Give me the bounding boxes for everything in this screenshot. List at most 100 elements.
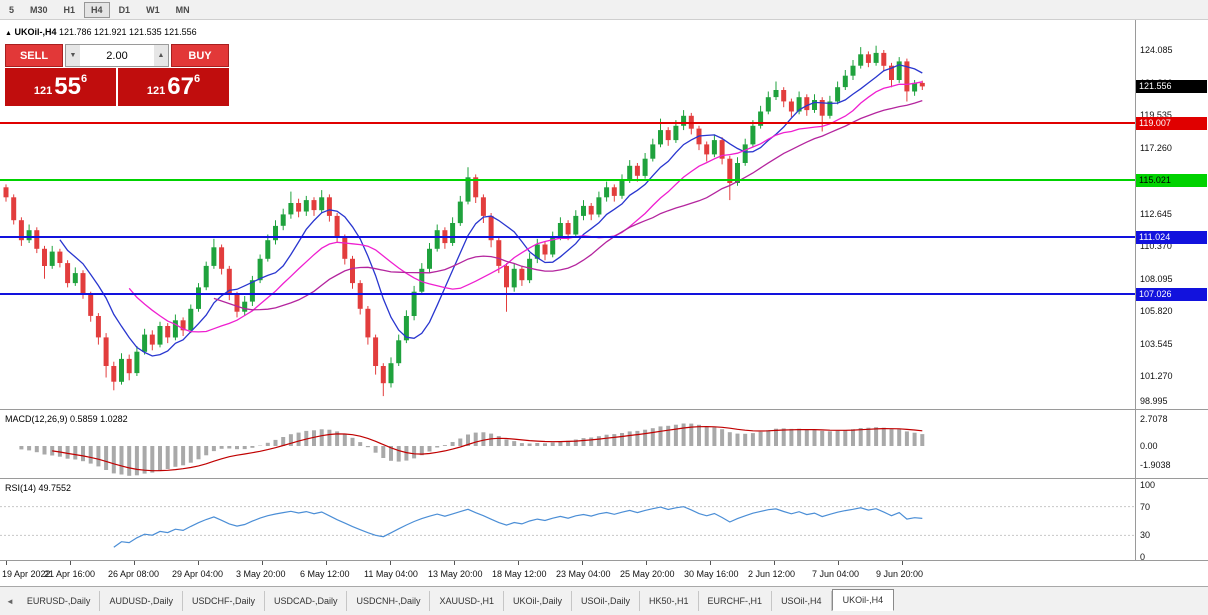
bid-prefix: 121 — [33, 85, 53, 97]
chart-tab-bar: ◄ EURUSD-,Daily AUDUSD-,Daily USDCHF-,Daily… — [0, 586, 1208, 615]
chart-ohlc-header: ▲ UKOil-,H4 121.786 121.921 121.535 121.… — [5, 27, 197, 37]
time-tick — [646, 561, 647, 565]
time-tick — [582, 561, 583, 565]
time-tick — [134, 561, 135, 565]
chart-tab-ukoil-h4[interactable]: UKOil-,H4 — [831, 589, 895, 611]
price-axis-label: 124.085 — [1140, 45, 1173, 56]
time-tick — [774, 561, 775, 565]
chart-tab-audusd-daily[interactable]: AUDUSD-,Daily — [100, 591, 183, 611]
chart-tab-eurusd-daily[interactable]: EURUSD-,Daily — [18, 591, 101, 611]
time-axis-label: 9 Jun 20:00 — [876, 569, 924, 579]
price-axis-label: 108.095 — [1140, 273, 1173, 284]
price-tag-115.021: 115.021 — [1136, 173, 1207, 187]
ask-big-digits: 67 — [167, 73, 194, 100]
ask-pipette: 6 — [193, 73, 201, 85]
chart-tab-xauusd-h1[interactable]: XAUUSD-,H1 — [430, 591, 504, 611]
rsi-chart — [0, 506, 1135, 548]
macd-label: MACD(12,26,9) 0.5859 1.0282 — [5, 414, 128, 424]
bid-price-display[interactable]: 121 55 6 — [5, 68, 116, 106]
price-tag-107.026: 107.026 — [1136, 288, 1207, 302]
hline-115.021[interactable] — [0, 178, 1135, 181]
time-tick — [454, 561, 455, 565]
macd-axis-label: -1.9038 — [1140, 460, 1171, 471]
candlestick-chart[interactable] — [0, 20, 1135, 409]
time-tick — [518, 561, 519, 565]
time-tick — [6, 561, 7, 565]
hline-107.026[interactable] — [0, 293, 1135, 296]
hline-111.024[interactable] — [0, 235, 1135, 238]
time-axis-label: 30 May 16:00 — [684, 569, 739, 579]
price-axis-label: 117.260 — [1140, 142, 1172, 153]
macd-indicator-panel[interactable]: MACD(12,26,9) 0.5859 1.0282 2.7078 0.00 -1… — [0, 409, 1208, 478]
price-axis-label: 98.995 — [1140, 396, 1168, 406]
time-tick — [838, 561, 839, 565]
time-axis[interactable]: 19 Apr 2022 21 Apr 16:00 26 Apr 08:00 29 Ap… — [0, 560, 1208, 586]
bid-pipette: 6 — [80, 73, 88, 85]
timeframe-button-5[interactable]: 5 — [2, 2, 21, 18]
time-axis-label: 13 May 20:00 — [428, 569, 483, 579]
time-tick — [710, 561, 711, 565]
volume-decrease-icon[interactable]: ▼ — [66, 45, 80, 66]
ask-price-display[interactable]: 121 67 6 — [118, 68, 229, 106]
time-axis-label: 18 May 12:00 — [492, 569, 547, 579]
price-axis-label: 110.370 — [1140, 241, 1172, 252]
time-axis-label: 2 Jun 12:00 — [748, 569, 796, 579]
rsi-axis-separator — [1135, 479, 1136, 560]
time-axis-label: 6 May 12:00 — [300, 569, 350, 579]
symbol-arrow-icon: ▲ — [5, 30, 12, 37]
tab-scroll-left-icon[interactable]: ◄ — [6, 596, 14, 606]
main-chart-panel: 124.085121.810119.535117.260114.985112.6… — [0, 20, 1208, 409]
hline-119.007[interactable] — [0, 121, 1135, 124]
price-axis-label: 103.545 — [1140, 338, 1173, 349]
chart-tab-usdcad-daily[interactable]: USDCAD-,Daily — [265, 591, 348, 611]
chart-tab-usoil-daily[interactable]: USOil-,Daily — [572, 591, 641, 611]
rsi-axis-label: 70 — [1140, 501, 1151, 512]
time-axis-label: 3 May 20:00 — [236, 569, 286, 579]
time-axis-label: 25 May 20:00 — [620, 569, 675, 579]
price-axis-label: 112.645 — [1140, 208, 1172, 219]
macd-axis-separator — [1135, 410, 1136, 478]
chart-tab-usdcnh-daily[interactable]: USDCNH-,Daily — [347, 591, 431, 611]
rsi-indicator-panel[interactable]: RSI(14) 49.7552 100 70 30 0 — [0, 478, 1208, 560]
chart-tab-usoil-h4[interactable]: USOil-,H4 — [772, 591, 832, 611]
price-tag-119.007: 119.007 — [1136, 116, 1207, 130]
timeframe-button-m30[interactable]: M30 — [23, 2, 55, 18]
time-tick — [902, 561, 903, 565]
time-tick — [70, 561, 71, 565]
time-axis-label: 29 Apr 04:00 — [172, 569, 224, 579]
volume-increase-icon[interactable]: ▲ — [154, 45, 168, 66]
sell-button[interactable]: SELL — [5, 44, 63, 67]
volume-input[interactable] — [80, 45, 154, 66]
chart-tab-usdchf-daily[interactable]: USDCHF-,Daily — [183, 591, 265, 611]
macd-axis-label: 2.7078 — [1140, 413, 1168, 424]
timeframe-button-w1[interactable]: W1 — [139, 2, 167, 18]
time-axis-label: 21 Apr 16:00 — [44, 569, 96, 579]
time-axis-label: 7 Jun 04:00 — [812, 569, 860, 579]
time-tick — [390, 561, 391, 565]
time-axis-label: 26 Apr 08:00 — [108, 569, 160, 579]
chart-tab-eurchf-h1[interactable]: EURCHF-,H1 — [699, 591, 773, 611]
rsi-axis-label: 100 — [1140, 480, 1156, 490]
chart-tab-ukoil-daily[interactable]: UKOil-,Daily — [504, 591, 573, 611]
timeframe-button-mn[interactable]: MN — [169, 2, 197, 18]
timeframe-button-d1[interactable]: D1 — [112, 2, 138, 18]
macd-axis-label: 0.00 — [1140, 441, 1158, 451]
one-click-trading-panel: SELL ▼ ▲ BUY 121 55 6 121 67 6 — [5, 44, 229, 106]
ask-prefix: 121 — [146, 85, 166, 97]
chart-ohlc-values: 121.786 121.921 121.535 121.556 — [58, 27, 197, 37]
rsi-axis-label: 30 — [1140, 530, 1151, 541]
chart-tab-hk50-h1[interactable]: HK50-,H1 — [640, 591, 699, 611]
timeframe-toolbar: 5 M30 H1 H4 D1 W1 MN — [0, 0, 1208, 20]
buy-button[interactable]: BUY — [171, 44, 229, 67]
timeframe-button-h4[interactable]: H4 — [84, 1, 110, 18]
time-tick — [198, 561, 199, 565]
timeframe-button-h1[interactable]: H1 — [57, 2, 83, 18]
volume-spinner: ▼ ▲ — [65, 44, 169, 67]
chart-symbol: UKOil-,H4 — [14, 27, 57, 37]
rsi-axis-label: 0 — [1140, 552, 1146, 560]
price-axis-separator — [1135, 20, 1136, 409]
price-axis-label: 119.535 — [1140, 110, 1172, 121]
time-axis-label: 23 May 04:00 — [556, 569, 611, 579]
time-tick — [326, 561, 327, 565]
